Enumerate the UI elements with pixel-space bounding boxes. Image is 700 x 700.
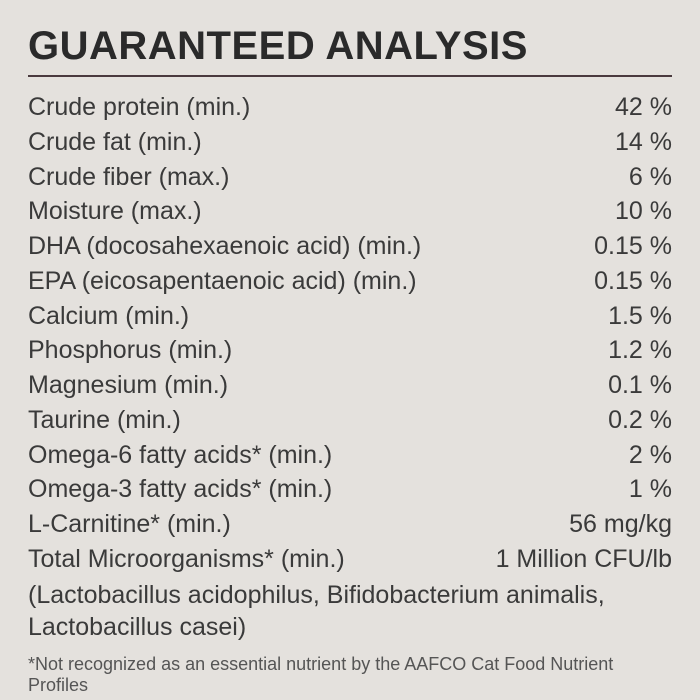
table-row: Magnesium (min.) 0.1 % bbox=[28, 369, 672, 403]
row-value: 1 % bbox=[629, 473, 672, 507]
row-label: Crude protein (min.) bbox=[28, 91, 250, 125]
table-row: Total Microorganisms* (min.) 1 Million CF… bbox=[28, 543, 672, 577]
table-row: Taurine (min.) 0.2 % bbox=[28, 404, 672, 438]
table-row: Omega-6 fatty acids* (min.) 2 % bbox=[28, 439, 672, 473]
row-label: L-Carnitine* (min.) bbox=[28, 508, 231, 542]
table-row: Omega-3 fatty acids* (min.) 1 % bbox=[28, 473, 672, 507]
row-value: 6 % bbox=[629, 161, 672, 195]
row-label: DHA (docosahexaenoic acid) (min.) bbox=[28, 230, 421, 264]
row-value: 10 % bbox=[615, 195, 672, 229]
table-row: EPA (eicosapentaenoic acid) (min.) 0.15 % bbox=[28, 265, 672, 299]
row-label: Crude fat (min.) bbox=[28, 126, 202, 160]
row-value: 14 % bbox=[615, 126, 672, 160]
footnote: *Not recognized as an essential nutrient… bbox=[28, 654, 672, 696]
row-label: Omega-3 fatty acids* (min.) bbox=[28, 473, 332, 507]
table-row: Phosphorus (min.) 1.2 % bbox=[28, 334, 672, 368]
page-title: GUARANTEED ANALYSIS bbox=[28, 24, 672, 77]
row-label: Omega-6 fatty acids* (min.) bbox=[28, 439, 332, 473]
row-value: 1.5 % bbox=[608, 300, 672, 334]
row-value: 0.15 % bbox=[594, 265, 672, 299]
row-value: 0.1 % bbox=[608, 369, 672, 403]
row-label: Total Microorganisms* (min.) bbox=[28, 543, 345, 577]
row-label: Calcium (min.) bbox=[28, 300, 189, 334]
row-label: EPA (eicosapentaenoic acid) (min.) bbox=[28, 265, 417, 299]
row-value: 56 mg/kg bbox=[569, 508, 672, 542]
row-label: Moisture (max.) bbox=[28, 195, 202, 229]
row-value: 0.2 % bbox=[608, 404, 672, 438]
table-row: Crude fat (min.) 14 % bbox=[28, 126, 672, 160]
row-value: 1.2 % bbox=[608, 334, 672, 368]
row-label: Phosphorus (min.) bbox=[28, 334, 232, 368]
table-row: L-Carnitine* (min.) 56 mg/kg bbox=[28, 508, 672, 542]
row-label: Magnesium (min.) bbox=[28, 369, 228, 403]
table-row: Moisture (max.) 10 % bbox=[28, 195, 672, 229]
table-row: Crude protein (min.) 42 % bbox=[28, 91, 672, 125]
table-row: Crude fiber (max.) 6 % bbox=[28, 161, 672, 195]
row-label: Taurine (min.) bbox=[28, 404, 181, 438]
row-value: 1 Million CFU/lb bbox=[496, 543, 672, 577]
row-value: 42 % bbox=[615, 91, 672, 125]
microorganisms-subnote: (Lactobacillus acidophilus, Bifidobacter… bbox=[28, 579, 672, 644]
analysis-table: Crude protein (min.)42 %Crude fat (min.)… bbox=[28, 91, 672, 577]
table-row: Calcium (min.) 1.5 % bbox=[28, 300, 672, 334]
row-label: Crude fiber (max.) bbox=[28, 161, 229, 195]
row-value: 2 % bbox=[629, 439, 672, 473]
table-row: DHA (docosahexaenoic acid) (min.) 0.15 % bbox=[28, 230, 672, 264]
row-value: 0.15 % bbox=[594, 230, 672, 264]
